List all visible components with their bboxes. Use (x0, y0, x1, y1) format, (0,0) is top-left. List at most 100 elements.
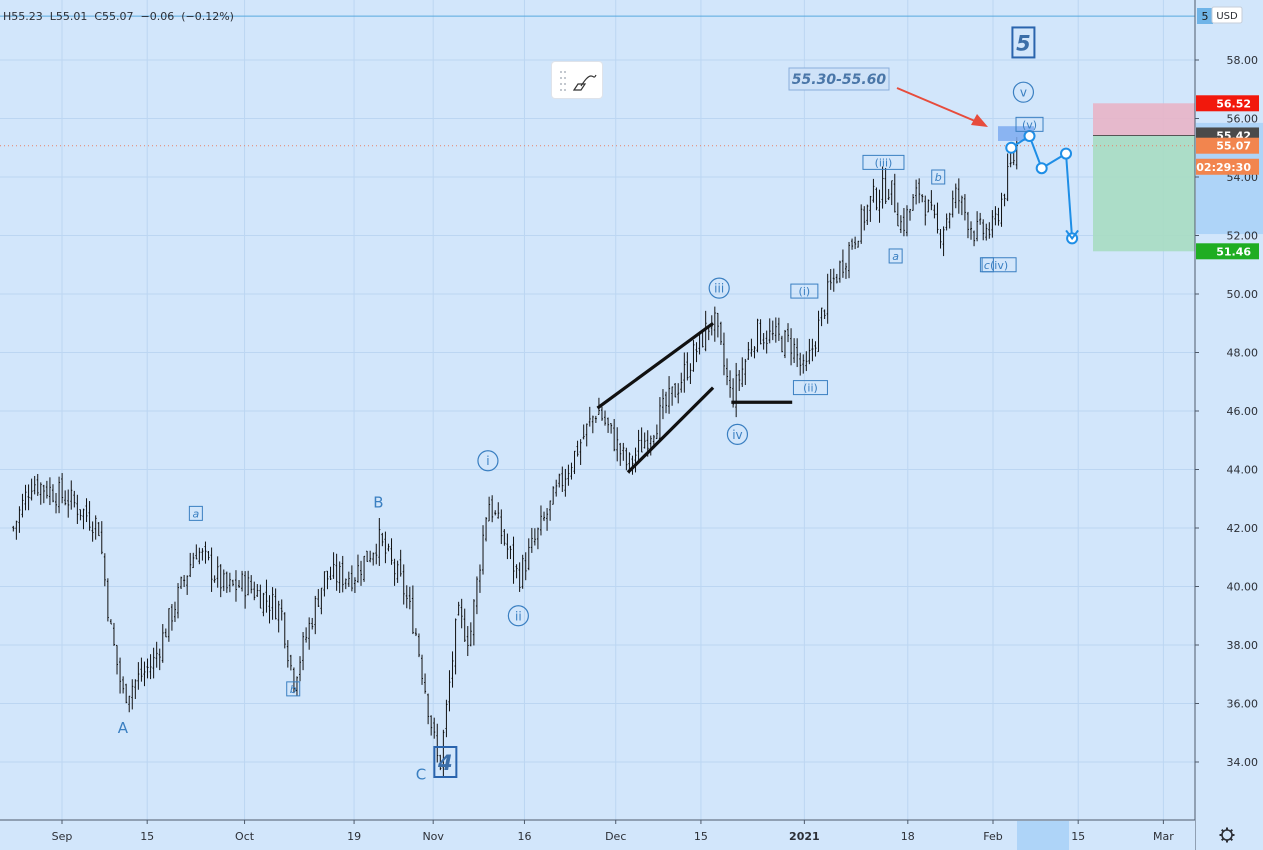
price-badge-label: 56.52 (1216, 97, 1251, 110)
y-tick-label: 48.00 (1227, 347, 1259, 360)
wave-label: a (188, 505, 203, 521)
wave-label-text: (iii) (875, 156, 893, 169)
chart-drawings: 55.30-55.60 (596, 67, 1079, 474)
wave-label: b (931, 169, 946, 185)
wave-label-text: b (290, 683, 297, 696)
brush-icon (560, 71, 597, 91)
target-zone-label-box (788, 67, 890, 91)
y-tick-label: 40.00 (1227, 581, 1259, 594)
y-tick-label: 36.00 (1227, 698, 1259, 711)
wave-label: B (373, 494, 383, 512)
x-tick-label: 2021 (789, 830, 820, 843)
drawing-tool-button[interactable] (551, 61, 603, 99)
projected-path-node (1035, 162, 1048, 175)
wave-label-circle (708, 277, 730, 299)
wave-label-text: (iv) (990, 259, 1008, 272)
x-tick-label: Nov (422, 830, 444, 843)
x-tick-label: Dec (605, 830, 626, 843)
wave-label-text: i (486, 454, 489, 468)
x-tick-label: 18 (901, 830, 915, 843)
wave-label-box (1011, 26, 1036, 59)
wave-label-circle (477, 450, 499, 472)
price-badge-label: 55.07 (1216, 140, 1251, 153)
wave-label-text: C (416, 766, 426, 784)
price-badge (1196, 137, 1259, 154)
target-arrowhead (971, 114, 988, 127)
price-badge-label: 51.46 (1216, 245, 1251, 258)
y-tick-label: 46.00 (1227, 405, 1259, 418)
wave-label: (i) (790, 283, 819, 299)
x-tick-label: 15 (694, 830, 708, 843)
x-tick-label: Feb (983, 830, 1002, 843)
stop-loss-zone (1093, 103, 1195, 136)
y-tick-label: 56.00 (1227, 113, 1259, 126)
time-range-highlight (1017, 821, 1069, 850)
wave-label-text: iii (714, 282, 724, 296)
wave-label-text: c (984, 259, 990, 272)
wave-label-circle (726, 423, 749, 445)
wave-label-box (862, 154, 905, 170)
wave-label-box (286, 681, 301, 697)
x-tick-label: Sep (52, 830, 73, 843)
currency-label: USD (1216, 11, 1238, 22)
gear-icon[interactable] (1219, 827, 1235, 843)
wave-label-circle (1012, 81, 1035, 103)
y-tick-label: 38.00 (1227, 639, 1259, 652)
price-badge (1196, 243, 1259, 260)
wave-label-text: a (892, 250, 899, 263)
y-tick-label: 50.00 (1227, 288, 1259, 301)
y-tick-label: 34.00 (1227, 756, 1259, 769)
wave-label-box (792, 380, 828, 396)
wave-label-text: (v) (1022, 118, 1037, 131)
wave-label: iii (708, 277, 730, 299)
wave-label: iv (726, 423, 749, 445)
wave-label-text: 5 (1016, 31, 1031, 55)
wave-label-text: a (192, 507, 199, 520)
wave-label-box (1015, 116, 1044, 132)
wave-label-text: (i) (799, 285, 811, 298)
wave-label: C (416, 766, 426, 784)
wave-label: (iii) (862, 154, 905, 170)
wave-label: (v) (1015, 116, 1044, 132)
wave-label-text: ii (515, 609, 522, 623)
wave-label-text: v (1020, 86, 1027, 100)
y-tick-label: 58.00 (1227, 54, 1259, 67)
wave-label: i (477, 450, 499, 472)
position-zones (0, 103, 1195, 252)
gear-icon-tooth (1229, 828, 1234, 833)
wedge-trendline[interactable] (596, 321, 715, 410)
take-profit-zone (1093, 135, 1195, 252)
x-tick-label: Mar (1153, 830, 1174, 843)
x-tick-label: 19 (347, 830, 361, 843)
wave-label: 4 (433, 746, 458, 778)
gear-icon-tooth (1229, 837, 1234, 842)
projected-arrowhead (1065, 229, 1079, 241)
wave-label-box (931, 169, 946, 185)
price-badge (1196, 95, 1259, 112)
wave-label: (ii) (792, 380, 828, 396)
wave-label-box (888, 248, 903, 264)
price-badge (1196, 158, 1259, 175)
wave-label-text: iv (732, 428, 742, 442)
wave-label-box (981, 257, 1017, 273)
wave-label-text: A (118, 719, 129, 737)
wedge-trendline[interactable] (626, 386, 715, 474)
wave-label: A (118, 719, 129, 737)
top-price-badge-label: 5 (1202, 10, 1209, 23)
gear-icon-tooth (1220, 828, 1225, 833)
projected-path-node (1060, 147, 1073, 160)
wave-label: a (888, 248, 903, 264)
top-price-badge (1197, 8, 1213, 24)
time-axis-panel[interactable] (0, 820, 1195, 850)
wave-label: 5 (1011, 26, 1036, 59)
projected-path-node (1005, 141, 1018, 154)
wave-label-text: (ii) (803, 382, 818, 395)
grid-lines (0, 0, 1195, 820)
wave-label-text: B (373, 494, 383, 512)
x-tick-label: 15 (1071, 830, 1085, 843)
currency-button[interactable] (1211, 6, 1243, 24)
candlestick-series (12, 137, 1018, 778)
